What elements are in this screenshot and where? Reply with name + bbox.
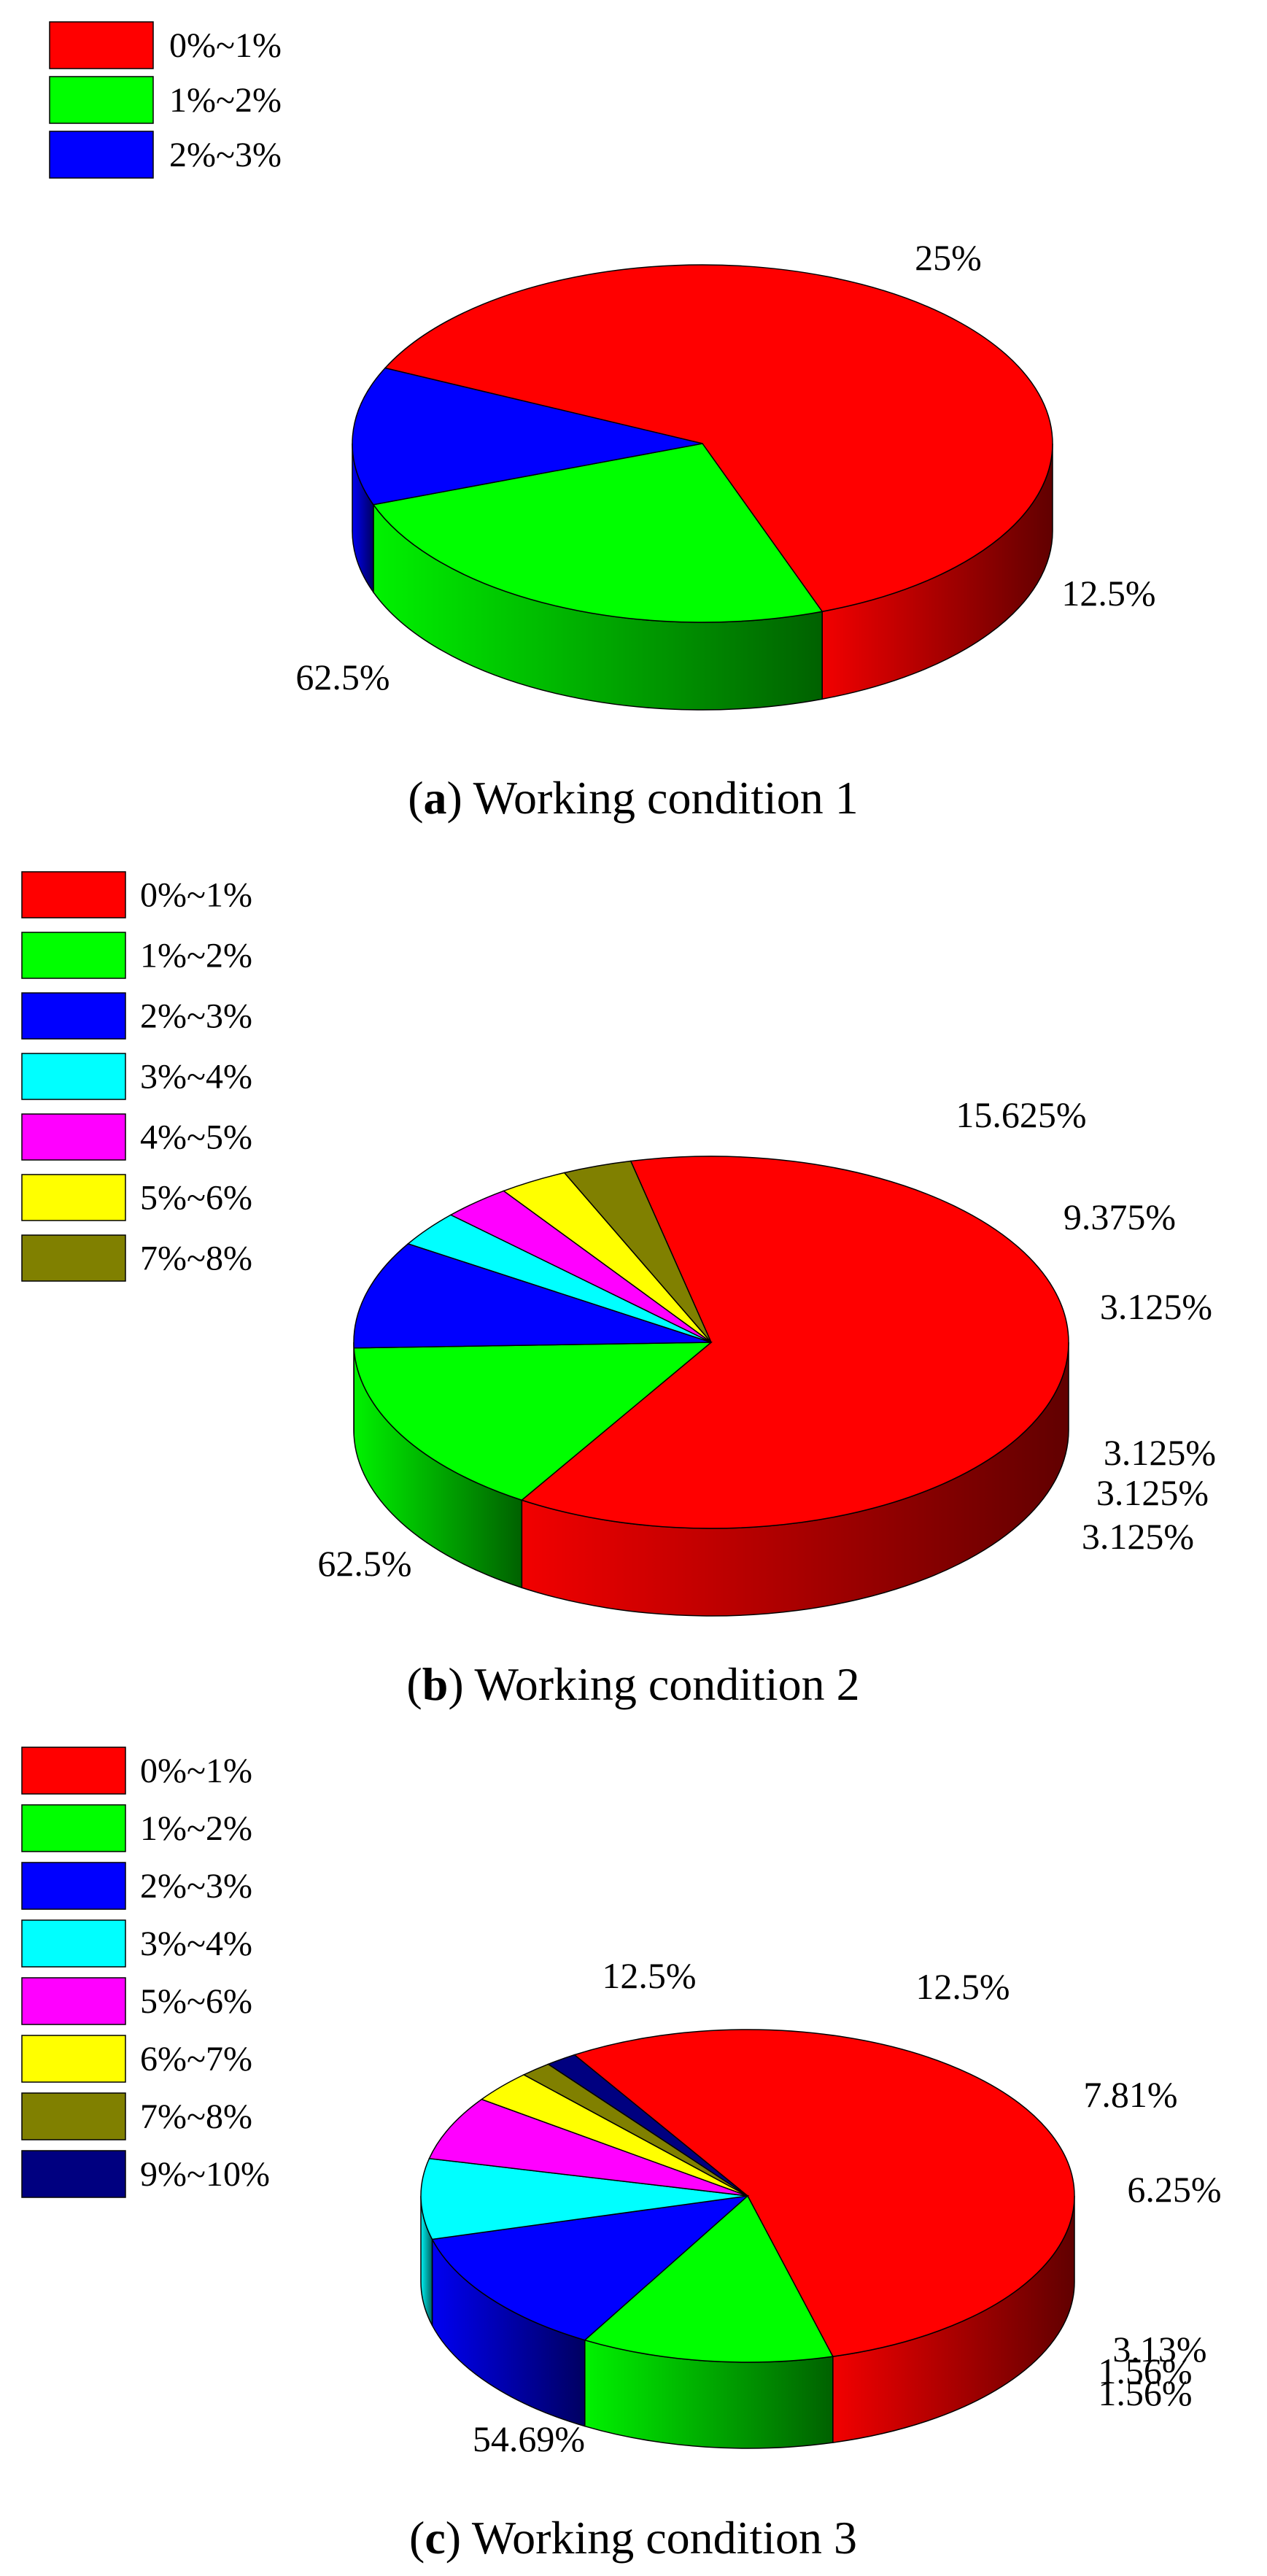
caption-open-paren: (: [409, 2512, 425, 2564]
legend-swatch: [21, 1747, 126, 1795]
pie-slice-2-3: [353, 1243, 712, 1349]
slice-value-label: 7.81%: [1083, 2074, 1177, 2115]
pie-chart-a: 0%~1% 1%~2% 2%~3% 62.5% 25% 12.5% (a) Working …: [49, 21, 1156, 824]
legend-label: 0%~1%: [140, 876, 252, 915]
legend-label: 1%~2%: [140, 937, 252, 975]
slice-value-label: 15.625%: [956, 1094, 1086, 1135]
slice-value-label: 3.125%: [1104, 1432, 1216, 1473]
legend-label: 0%~1%: [140, 1752, 252, 1790]
legend-label: 7%~8%: [140, 2097, 252, 2136]
slice-value-label: 1.56%: [1098, 2372, 1192, 2413]
slice-value-label: 62.5%: [317, 1543, 411, 1584]
legend-swatch: [21, 2092, 126, 2140]
caption-open-paren: (: [408, 772, 423, 824]
panel-title: Working condition 2: [474, 1658, 859, 1710]
panel-letter: c: [425, 2512, 445, 2564]
pie-slice-5-6: [428, 2098, 748, 2197]
pie-slice-0-1: [520, 1156, 1069, 1529]
panel-title: Working condition 3: [472, 2512, 857, 2564]
legend-swatch: [21, 1113, 126, 1161]
pie-slice-1-2: [584, 2194, 834, 2363]
pie-slice-1-2: [372, 443, 824, 623]
panel-caption: (a) Working condition 1: [408, 772, 859, 824]
legend-swatch: [49, 76, 154, 124]
legend: 0%~1% 1%~2% 2%~3% 3%~4% 4%~5% 5%~6% 7%~8%: [21, 871, 252, 1282]
pie-slice-9-10: [546, 2054, 748, 2197]
legend-label: 9%~10%: [140, 2155, 270, 2194]
value-labels: 54.69% 12.5% 12.5% 7.81% 6.25% 3.13%1.56%1.56…: [473, 1955, 1222, 2459]
slice-value-label: 12.5%: [1061, 573, 1155, 614]
pie-slice-2-3: [431, 2194, 750, 2341]
slice-value-label: 6.25%: [1127, 2169, 1221, 2210]
legend-label: 5%~6%: [140, 1982, 252, 2021]
panel-letter: b: [422, 1658, 449, 1710]
legend-label: 6%~7%: [140, 2040, 252, 2078]
slice-value-label: 3.125%: [1082, 1516, 1194, 1557]
legend-label: 1%~2%: [140, 1809, 252, 1848]
slice-value-label: 62.5%: [295, 657, 390, 697]
panel-title: Working condition 1: [473, 772, 859, 824]
pie-slice-1-2: [353, 1342, 713, 1501]
slice-value-label: 1.56%: [1098, 2351, 1192, 2391]
legend-label: 7%~8%: [140, 1239, 252, 1278]
legend-label: 2%~3%: [140, 997, 252, 1036]
caption-close-paren: ): [447, 772, 473, 824]
pie-slice-0-1: [384, 264, 1053, 613]
slice-value-label: 54.69%: [473, 2418, 585, 2459]
slice-value-label: 9.375%: [1063, 1196, 1176, 1237]
pie-top: [420, 2029, 1075, 2363]
pie-slice-0-1: [573, 2029, 1075, 2357]
legend-label: 3%~4%: [140, 1925, 252, 1963]
legend-swatch: [21, 932, 126, 979]
value-labels: 62.5% 25% 12.5%: [295, 237, 1155, 697]
slice-value-label: 12.5%: [602, 1955, 696, 1996]
legend-swatch: [21, 1053, 126, 1100]
caption-close-paren: ): [446, 2512, 472, 2564]
caption-open-paren: (: [406, 1658, 422, 1710]
legend-swatch: [21, 1919, 126, 1968]
slice-value-label: 3.13%: [1112, 2329, 1206, 2370]
legend-label: 2%~3%: [140, 1867, 252, 1906]
legend-swatch: [21, 1977, 126, 2025]
legend-swatch: [21, 2150, 126, 2198]
slice-value-label: 12.5%: [915, 1966, 1010, 2007]
legend-label: 5%~6%: [140, 1179, 252, 1218]
caption-close-paren: ): [448, 1658, 474, 1710]
slice-value-label: 3.125%: [1096, 1472, 1209, 1513]
legend-swatch: [21, 1862, 126, 1910]
pie-top: [352, 264, 1053, 623]
legend-swatch: [21, 871, 126, 918]
legend-swatch: [49, 131, 154, 179]
legend-swatch: [21, 2035, 126, 2083]
legend-label: 1%~2%: [169, 81, 282, 120]
slice-value-label: 25%: [915, 237, 982, 278]
pie-slice-3-4: [420, 2157, 748, 2240]
panel-caption: (c) Working condition 3: [409, 2512, 857, 2564]
value-labels: 62.5%15.625%9.375%3.125%3.125%3.125%3.12…: [317, 1094, 1216, 1584]
legend-label: 0%~1%: [169, 26, 282, 65]
pie-top: [353, 1156, 1069, 1529]
legend-swatch: [49, 21, 154, 69]
legend: 0%~1% 1%~2% 2%~3% 3%~4% 5%~6% 6%~7% 7%~8% 9%~10…: [21, 1747, 270, 2198]
pie-slice-7-8: [563, 1160, 712, 1343]
pie-chart-b: 0%~1% 1%~2% 2%~3% 3%~4% 4%~5% 5%~6% 7%~8% 62.5%…: [21, 871, 1216, 1710]
legend-swatch: [21, 992, 126, 1040]
slice-value-label: 3.125%: [1100, 1286, 1212, 1327]
pie-slice-2-3: [352, 367, 703, 506]
panel-caption: (b) Working condition 2: [406, 1658, 859, 1710]
pie-side-walls: [420, 2195, 1075, 2449]
panel-letter: a: [424, 772, 447, 824]
legend-label: 3%~4%: [140, 1058, 252, 1096]
legend-label: 4%~5%: [140, 1118, 252, 1157]
legend-label: 2%~3%: [169, 136, 282, 174]
legend: 0%~1% 1%~2% 2%~3%: [49, 21, 282, 179]
legend-swatch: [21, 1174, 126, 1221]
pie-chart-c: 0%~1% 1%~2% 2%~3% 3%~4% 5%~6% 6%~7% 7%~8% 9%~10…: [21, 1747, 1222, 2564]
legend-swatch: [21, 1234, 126, 1282]
legend-swatch: [21, 1804, 126, 1852]
